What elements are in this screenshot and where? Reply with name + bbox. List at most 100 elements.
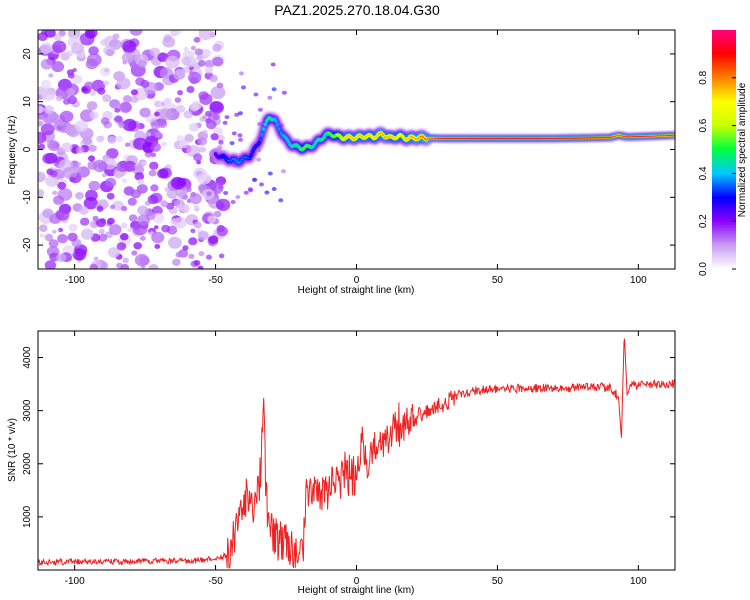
signal-mark [227, 159, 229, 162]
noise-blob [206, 254, 212, 260]
signal-mark [244, 156, 246, 158]
signal-mark [593, 137, 595, 139]
signal-mark [636, 136, 638, 138]
noise-blob [154, 225, 159, 230]
signal-mark [366, 134, 369, 137]
signal-mark [613, 136, 615, 137]
signal-mark [664, 135, 666, 137]
noise-blob [157, 168, 169, 179]
signal-mark [216, 155, 218, 158]
noise-blob [47, 140, 60, 151]
signal-mark [334, 135, 336, 138]
noise-blob [80, 109, 95, 122]
noise-blob [55, 95, 63, 102]
signal-mark [292, 145, 294, 148]
noise-blob [125, 142, 131, 147]
signal-mark [346, 135, 349, 138]
signal-mark [287, 140, 290, 143]
signal-mark [495, 138, 498, 139]
noise-blob [152, 212, 165, 224]
signal-mark [527, 138, 530, 139]
signal-mark [518, 138, 521, 139]
noise-blob [56, 253, 67, 262]
signal-mark [225, 158, 228, 160]
y-tick-label: -20 [22, 237, 33, 252]
signal-mark [478, 138, 480, 139]
signal-mark [351, 137, 353, 140]
signal-mark [566, 137, 569, 139]
signal-mark [669, 135, 671, 136]
signal-mark [407, 138, 409, 141]
signal-mark [479, 138, 482, 139]
signal-mark [219, 156, 221, 159]
noise-blob [222, 120, 228, 125]
noise-blob [218, 140, 224, 145]
noise-blob [194, 48, 203, 56]
signal-mark [538, 138, 541, 139]
signal-mark [349, 135, 352, 138]
noise-blob [256, 157, 262, 162]
signal-mark [526, 138, 528, 139]
signal-mark [332, 135, 335, 138]
noise-blob [40, 58, 53, 70]
signal-mark [515, 138, 518, 139]
signal-mark [399, 134, 401, 136]
signal-mark [335, 134, 338, 137]
signal-mark [224, 156, 226, 158]
x-tick-label: -100 [65, 576, 85, 587]
signal-mark [417, 137, 420, 139]
noise-blob [137, 205, 149, 216]
noise-blob [193, 260, 201, 266]
signal-mark [410, 135, 412, 138]
noise-blob [193, 36, 201, 43]
x-tick-label: 0 [354, 275, 360, 286]
signal-mark [421, 135, 423, 138]
signal-mark [323, 136, 325, 139]
noise-blob [120, 263, 130, 269]
noise-blob [212, 43, 222, 52]
signal-mark [639, 136, 642, 137]
noise-blob [149, 47, 160, 57]
noise-blob [137, 214, 151, 226]
signal-mark [419, 135, 422, 138]
noise-blob [171, 177, 186, 190]
figure-title: PAZ1.2025.270.18.04.G30 [274, 2, 440, 18]
noise-blob [40, 79, 52, 89]
noise-blob [67, 232, 78, 242]
noise-blob [196, 55, 203, 61]
noise-blob [75, 192, 84, 200]
noise-blob [237, 111, 243, 116]
signal-mark [400, 134, 403, 137]
signal-mark [534, 138, 536, 139]
signal-mark [321, 138, 324, 141]
noise-blob [104, 68, 110, 73]
noise-blob [39, 233, 45, 238]
signal-mark [436, 137, 439, 139]
noise-blob [172, 258, 181, 266]
signal-mark [523, 138, 525, 139]
signal-mark [290, 145, 293, 148]
noise-blob [66, 87, 75, 96]
signal-mark [438, 137, 440, 139]
signal-mark [329, 133, 332, 136]
noise-blob [197, 265, 204, 269]
signal-mark [462, 138, 465, 139]
signal-mark [594, 137, 597, 139]
x-tick-label: -50 [208, 576, 223, 587]
y-tick-label: 20 [22, 48, 33, 60]
signal-mark [262, 128, 265, 131]
noise-blob [197, 136, 208, 146]
signal-mark [236, 160, 239, 163]
signal-mark [670, 134, 673, 136]
signal-mark [315, 140, 318, 143]
signal-mark [284, 136, 287, 139]
noise-blob [109, 99, 121, 109]
noise-blob [234, 112, 240, 117]
signal-mark [434, 137, 437, 139]
noise-blob [270, 62, 276, 67]
signal-mark [380, 132, 383, 135]
signal-mark [465, 138, 468, 139]
noise-blob [215, 198, 231, 212]
noise-blob [259, 182, 264, 187]
signal-mark [386, 136, 389, 138]
